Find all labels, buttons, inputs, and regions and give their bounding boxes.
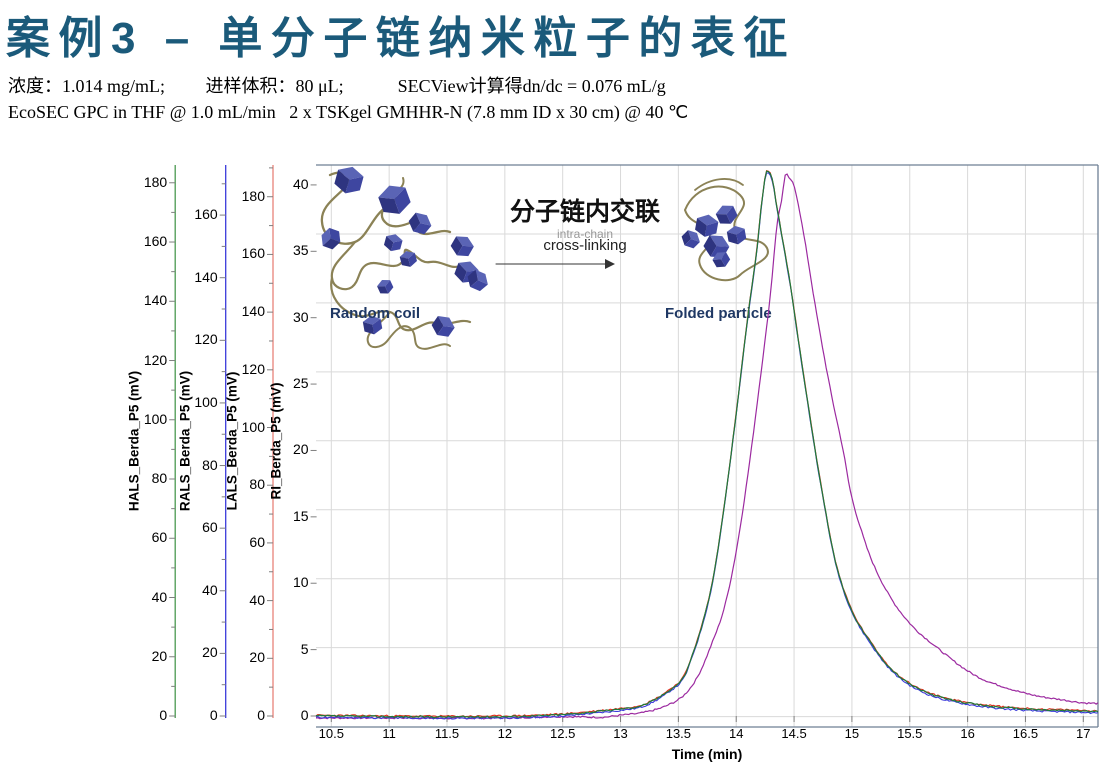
svg-text:分子链内交联: 分子链内交联 — [510, 197, 660, 226]
svg-text:cross-linking: cross-linking — [543, 237, 626, 254]
svg-text:Folded particle: Folded particle — [665, 305, 772, 322]
svg-text:Random coil: Random coil — [330, 305, 420, 322]
